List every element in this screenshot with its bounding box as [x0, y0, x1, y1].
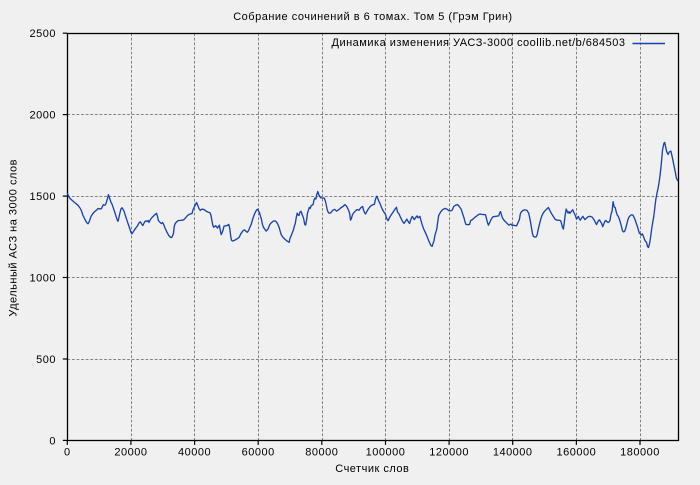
svg-text:100000: 100000: [366, 447, 406, 459]
svg-text:60000: 60000: [242, 447, 275, 459]
svg-text:500: 500: [36, 354, 56, 366]
svg-text:0: 0: [64, 447, 71, 459]
svg-text:Удельный АСЗ на 3000 слов: Удельный АСЗ на 3000 слов: [8, 159, 20, 317]
svg-text:1000: 1000: [30, 273, 56, 285]
svg-text:2000: 2000: [30, 110, 56, 122]
svg-text:Счетчик слов: Счетчик слов: [335, 463, 409, 475]
svg-text:180000: 180000: [620, 447, 660, 459]
svg-text:1500: 1500: [30, 191, 56, 203]
svg-text:40000: 40000: [178, 447, 211, 459]
svg-text:120000: 120000: [429, 447, 469, 459]
svg-text:160000: 160000: [557, 447, 597, 459]
svg-text:80000: 80000: [305, 447, 338, 459]
svg-text:Собрание сочинений в 6 томах.: Собрание сочинений в 6 томах. Том 5 (Грэ…: [233, 11, 512, 23]
svg-text:2500: 2500: [30, 28, 56, 40]
svg-text:Динамика изменения УАСЗ-3000 c: Динамика изменения УАСЗ-3000 coollib.net…: [332, 37, 626, 49]
svg-text:20000: 20000: [114, 447, 147, 459]
svg-text:140000: 140000: [493, 447, 533, 459]
svg-text:0: 0: [49, 435, 56, 447]
